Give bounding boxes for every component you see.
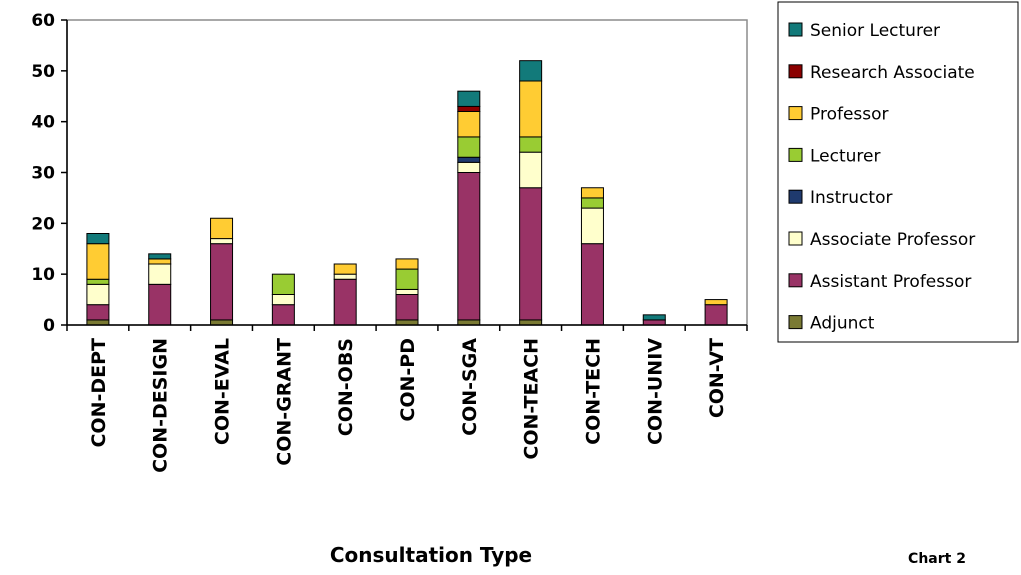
bar-con-pd-assistant-professor bbox=[395, 294, 419, 321]
bar-con-pd-lecturer bbox=[395, 268, 419, 290]
bar-con-tech-assistant-professor bbox=[580, 243, 604, 326]
bar-con-eval-professor bbox=[210, 217, 234, 240]
y-tick-label: 40 bbox=[31, 113, 55, 133]
bar-con-tech-lecturer bbox=[580, 197, 604, 209]
plot-area bbox=[66, 19, 748, 326]
y-tick-label: 30 bbox=[31, 164, 55, 184]
legend-swatch-adjunct bbox=[788, 315, 803, 330]
bar-con-dept-assistant-professor bbox=[86, 304, 110, 321]
bar-con-obs-assistant-professor bbox=[333, 278, 357, 326]
legend-box bbox=[777, 1, 1019, 343]
bar-con-tech-associate-professor bbox=[580, 207, 604, 245]
bar-con-sga-professor bbox=[457, 111, 481, 138]
bar-con-tech-professor bbox=[580, 187, 604, 199]
bar-con-dept-senior-lecturer bbox=[86, 233, 110, 245]
legend-swatch-instructor bbox=[788, 189, 803, 204]
legend-swatch-professor bbox=[788, 106, 803, 121]
bar-con-teach-professor bbox=[519, 80, 543, 138]
x-tick-label: CON-SGA bbox=[459, 338, 481, 436]
x-tick-label: CON-VT bbox=[706, 338, 728, 418]
x-tick-label: CON-PD bbox=[397, 338, 419, 422]
bar-con-teach-senior-lecturer bbox=[519, 60, 543, 82]
legend-label-lecturer: Lecturer bbox=[810, 146, 880, 166]
bar-con-dept-adjunct bbox=[86, 319, 110, 326]
x-tick-label: CON-GRANT bbox=[273, 338, 295, 466]
bar-con-teach-lecturer bbox=[519, 136, 543, 153]
bar-con-design-assistant-professor bbox=[148, 283, 172, 326]
bar-con-sga-adjunct bbox=[457, 319, 481, 326]
legend-swatch-lecturer bbox=[788, 147, 803, 162]
x-tick-label: CON-TECH bbox=[582, 338, 604, 445]
legend-swatch-research-associate bbox=[788, 64, 803, 79]
bar-con-grant-assistant-professor bbox=[271, 304, 295, 326]
bar-con-sga-senior-lecturer bbox=[457, 90, 481, 107]
bar-con-grant-lecturer bbox=[271, 273, 295, 295]
bar-con-eval-assistant-professor bbox=[210, 243, 234, 321]
legend-label-adjunct: Adjunct bbox=[810, 314, 875, 334]
bar-con-dept-professor bbox=[86, 243, 110, 280]
x-tick-label: CON-EVAL bbox=[212, 338, 234, 445]
y-axis: 0 10 20 30 40 50 60 bbox=[31, 11, 68, 336]
bar-con-obs-associate-professor bbox=[333, 273, 357, 280]
bar-con-vt-professor bbox=[704, 299, 728, 306]
x-axis-label: Consultation Type bbox=[330, 543, 532, 567]
x-tick-label: CON-DEPT bbox=[88, 338, 110, 448]
legend-label-instructor: Instructor bbox=[810, 188, 892, 208]
legend-label-assistant-professor: Assistant Professor bbox=[810, 272, 971, 292]
x-axis: CON-DEPT CON-DESIGN CON-EVAL CON-GRANT CON-O… bbox=[66, 324, 748, 473]
legend-label-professor: Professor bbox=[810, 105, 889, 125]
x-tick-label: CON-OBS bbox=[335, 338, 357, 436]
legend: Senior Lecturer Research Associate Profess… bbox=[777, 1, 1019, 343]
bar-con-grant-associate-professor bbox=[271, 294, 295, 306]
legend-label-research-associate: Research Associate bbox=[810, 63, 975, 83]
bar-con-dept-associate-professor bbox=[86, 283, 110, 306]
y-tick-label: 10 bbox=[31, 265, 55, 285]
bar-con-design-professor bbox=[148, 258, 172, 265]
x-tick-label: CON-TEACH bbox=[521, 338, 543, 460]
bar-con-design-senior-lecturer bbox=[148, 253, 172, 260]
bar-con-sga-lecturer bbox=[457, 136, 481, 158]
legend-label-associate-professor: Associate Professor bbox=[810, 230, 975, 250]
bar-con-teach-adjunct bbox=[519, 319, 543, 326]
y-tick-label: 0 bbox=[43, 316, 55, 336]
bar-con-univ-senior-lecturer bbox=[642, 314, 666, 321]
y-tick-label: 60 bbox=[31, 11, 55, 31]
bar-con-univ-assistant-professor bbox=[642, 319, 666, 326]
legend-swatch-associate-professor bbox=[788, 231, 803, 246]
bar-con-obs-professor bbox=[333, 263, 357, 275]
x-tick-label: CON-UNIV bbox=[644, 338, 666, 445]
x-tick-label: CON-DESIGN bbox=[150, 338, 172, 473]
bar-con-sga-research-associate bbox=[457, 105, 481, 112]
bar-con-dept-lecturer bbox=[86, 278, 110, 285]
bar-con-eval-associate-professor bbox=[210, 238, 234, 245]
y-tick-label: 20 bbox=[31, 214, 55, 234]
legend-label-senior-lecturer: Senior Lecturer bbox=[810, 21, 940, 41]
legend-swatch-senior-lecturer bbox=[788, 22, 803, 37]
bar-con-design-associate-professor bbox=[148, 263, 172, 285]
bar-con-teach-assistant-professor bbox=[519, 187, 543, 321]
bar-con-pd-associate-professor bbox=[395, 288, 419, 295]
bar-con-sga-associate-professor bbox=[457, 161, 481, 173]
bar-con-sga-assistant-professor bbox=[457, 172, 481, 321]
chart-caption: Chart 2 bbox=[908, 551, 966, 567]
bar-con-pd-professor bbox=[395, 258, 419, 270]
legend-swatch-assistant-professor bbox=[788, 273, 803, 288]
bar-con-vt-assistant-professor bbox=[704, 304, 728, 326]
bar-con-eval-adjunct bbox=[210, 319, 234, 326]
y-tick-label: 50 bbox=[31, 62, 55, 82]
bar-con-pd-adjunct bbox=[395, 319, 419, 326]
bar-con-sga-instructor bbox=[457, 156, 481, 163]
bar-con-teach-associate-professor bbox=[519, 151, 543, 189]
